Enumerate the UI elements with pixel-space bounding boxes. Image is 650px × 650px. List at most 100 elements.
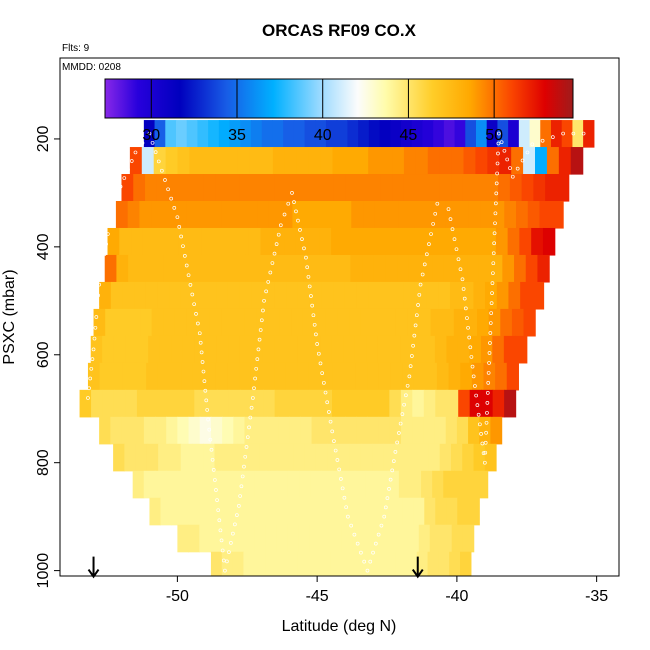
heatmap-cell: [297, 551, 310, 576]
heatmap-cell: [515, 335, 528, 364]
heatmap-cell: [186, 120, 199, 148]
heatmap-cell: [449, 281, 463, 310]
heatmap-cell: [99, 281, 112, 310]
heatmap-cell: [380, 497, 392, 526]
heatmap-cell: [135, 443, 148, 472]
heatmap-cell: [342, 227, 356, 256]
heatmap-cell: [395, 551, 407, 576]
heatmap-cell: [222, 416, 234, 445]
heatmap-cell: [546, 147, 560, 175]
heatmap-cell: [451, 174, 464, 202]
heatmap-cell: [125, 389, 138, 418]
heatmap-cell: [378, 227, 391, 256]
flight-track-point: [102, 252, 107, 257]
heatmap-cell: [260, 147, 274, 175]
heatmap-cell: [502, 254, 515, 283]
heatmap-cell: [132, 470, 145, 499]
heatmap-cell: [272, 147, 286, 175]
flight-track-point: [104, 242, 108, 247]
heatmap-cell: [250, 174, 264, 202]
heatmap-cell: [432, 470, 444, 499]
heatmap-cell: [233, 416, 246, 445]
heatmap-cell: [218, 120, 231, 148]
flight-track-point: [238, 494, 242, 498]
heatmap-cell: [400, 120, 413, 148]
y-tick-label: 200: [35, 125, 52, 152]
heatmap-cell: [442, 308, 455, 337]
heatmap-cell: [407, 524, 420, 553]
heatmap-cell: [350, 254, 363, 283]
flight-track-point: [492, 231, 497, 236]
heatmap-cell: [412, 416, 424, 445]
flight-track-point: [388, 477, 393, 482]
heatmap-cell: [331, 524, 343, 553]
heatmap-cell: [251, 281, 264, 310]
flight-track-point: [242, 464, 246, 469]
heatmap-cell: [243, 470, 256, 499]
flight-track-point: [192, 302, 197, 307]
heatmap-cell: [338, 443, 351, 472]
heatmap-cell: [278, 416, 290, 445]
x-tick-label: -35: [585, 588, 608, 605]
heatmap-cell: [363, 200, 376, 229]
heatmap-cell: [412, 335, 425, 364]
heatmap-cell: [373, 254, 386, 283]
flight-track-point: [550, 135, 555, 139]
flight-track-point: [515, 166, 520, 171]
heatmap-cell: [268, 254, 281, 283]
flight-track-point: [561, 131, 565, 136]
heatmap-cell: [407, 308, 420, 337]
flight-track-point: [476, 412, 481, 417]
heatmap-cell: [389, 227, 403, 256]
flight-track-point: [346, 514, 350, 519]
heatmap-cell: [315, 443, 328, 472]
heatmap-cell: [354, 389, 368, 418]
flight-track-point: [488, 321, 493, 325]
heatmap-cell: [469, 335, 482, 364]
heatmap-cell: [143, 470, 156, 499]
flight-track-point: [217, 518, 222, 523]
flight-track-point: [95, 304, 100, 309]
heatmap-cell: [121, 174, 134, 202]
heatmap-cell: [373, 551, 385, 576]
heatmap-cell: [380, 147, 393, 175]
heatmap-cell: [275, 551, 288, 576]
heatmap-cell: [390, 120, 402, 148]
heatmap-cell: [215, 174, 229, 202]
flight-track-point: [207, 427, 212, 432]
flight-track-point: [362, 559, 367, 564]
colorbar-tick-label: 35: [228, 127, 246, 144]
heatmap-cell: [516, 200, 529, 229]
y-tick-label: 1000: [35, 553, 52, 589]
heatmap-cell: [356, 174, 370, 202]
heatmap-cell: [248, 497, 260, 526]
heatmap-cell: [389, 416, 402, 445]
heatmap-cell: [454, 120, 466, 148]
heatmap-cell: [484, 443, 497, 472]
heatmap-cell: [189, 227, 203, 256]
heatmap-cell: [151, 254, 164, 283]
heatmap-cell: [488, 308, 501, 337]
heatmap-cell: [270, 497, 282, 526]
heatmap-cell: [143, 120, 156, 148]
flight-track-point: [492, 241, 497, 246]
heatmap-cell: [437, 227, 450, 256]
heatmap-cell: [424, 497, 436, 526]
heatmap-cell: [165, 470, 178, 499]
flight-track-point: [90, 357, 95, 361]
heatmap-cell: [426, 281, 439, 310]
heatmap-cell: [508, 120, 520, 148]
flight-track-point: [235, 513, 239, 517]
flight-track-point: [465, 316, 469, 320]
heatmap-cell: [304, 443, 317, 472]
heatmap-cell: [327, 443, 339, 472]
heatmap-cell: [163, 254, 176, 283]
flight-track-point: [383, 505, 388, 510]
heatmap-cell: [160, 497, 173, 526]
flight-track-point: [418, 282, 423, 287]
heatmap-cell: [415, 174, 429, 202]
flight-track-point: [376, 532, 381, 537]
heatmap-cell: [395, 308, 408, 337]
heatmap-cell: [240, 120, 252, 148]
